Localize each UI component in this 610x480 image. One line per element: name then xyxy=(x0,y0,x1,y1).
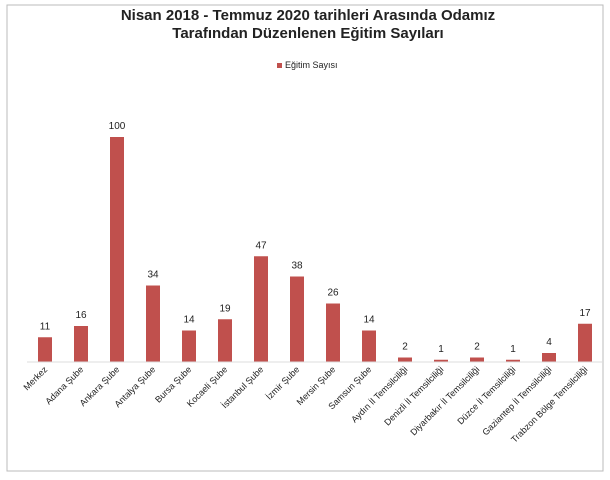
value-label: 1 xyxy=(438,344,444,355)
value-label: 17 xyxy=(579,308,591,319)
chart-frame xyxy=(6,4,604,472)
value-label: 4 xyxy=(546,337,552,348)
value-label: 38 xyxy=(291,261,303,272)
bar xyxy=(470,357,484,362)
bar xyxy=(362,330,376,362)
value-label: 47 xyxy=(255,240,267,251)
bar xyxy=(182,330,196,362)
value-label: 19 xyxy=(219,303,231,314)
value-label: 1 xyxy=(510,344,516,355)
value-label: 34 xyxy=(147,270,159,281)
bar xyxy=(434,359,448,362)
bar xyxy=(110,137,124,362)
value-label: 100 xyxy=(109,121,126,132)
bar xyxy=(578,323,592,362)
value-label: 2 xyxy=(402,342,408,353)
value-label: 11 xyxy=(40,321,51,332)
bar xyxy=(38,337,52,362)
value-label: 26 xyxy=(327,288,339,299)
bar xyxy=(146,285,160,362)
value-label: 2 xyxy=(474,342,480,353)
bar xyxy=(506,359,520,362)
value-label: 14 xyxy=(183,315,195,326)
legend-label: Eğitim Sayısı xyxy=(285,60,338,70)
legend-swatch xyxy=(277,63,282,68)
value-label: 14 xyxy=(363,315,375,326)
bar xyxy=(218,319,232,362)
chart-title: Nisan 2018 - Temmuz 2020 tarihleri Arası… xyxy=(121,7,495,24)
bar xyxy=(74,326,88,362)
bar xyxy=(398,357,412,362)
bar xyxy=(326,303,340,362)
bar xyxy=(290,276,304,362)
value-label: 16 xyxy=(75,310,87,321)
chart-title: Tarafından Düzenlenen Eğitim Sayıları xyxy=(172,25,443,42)
bar xyxy=(542,353,556,362)
bar xyxy=(254,256,268,362)
